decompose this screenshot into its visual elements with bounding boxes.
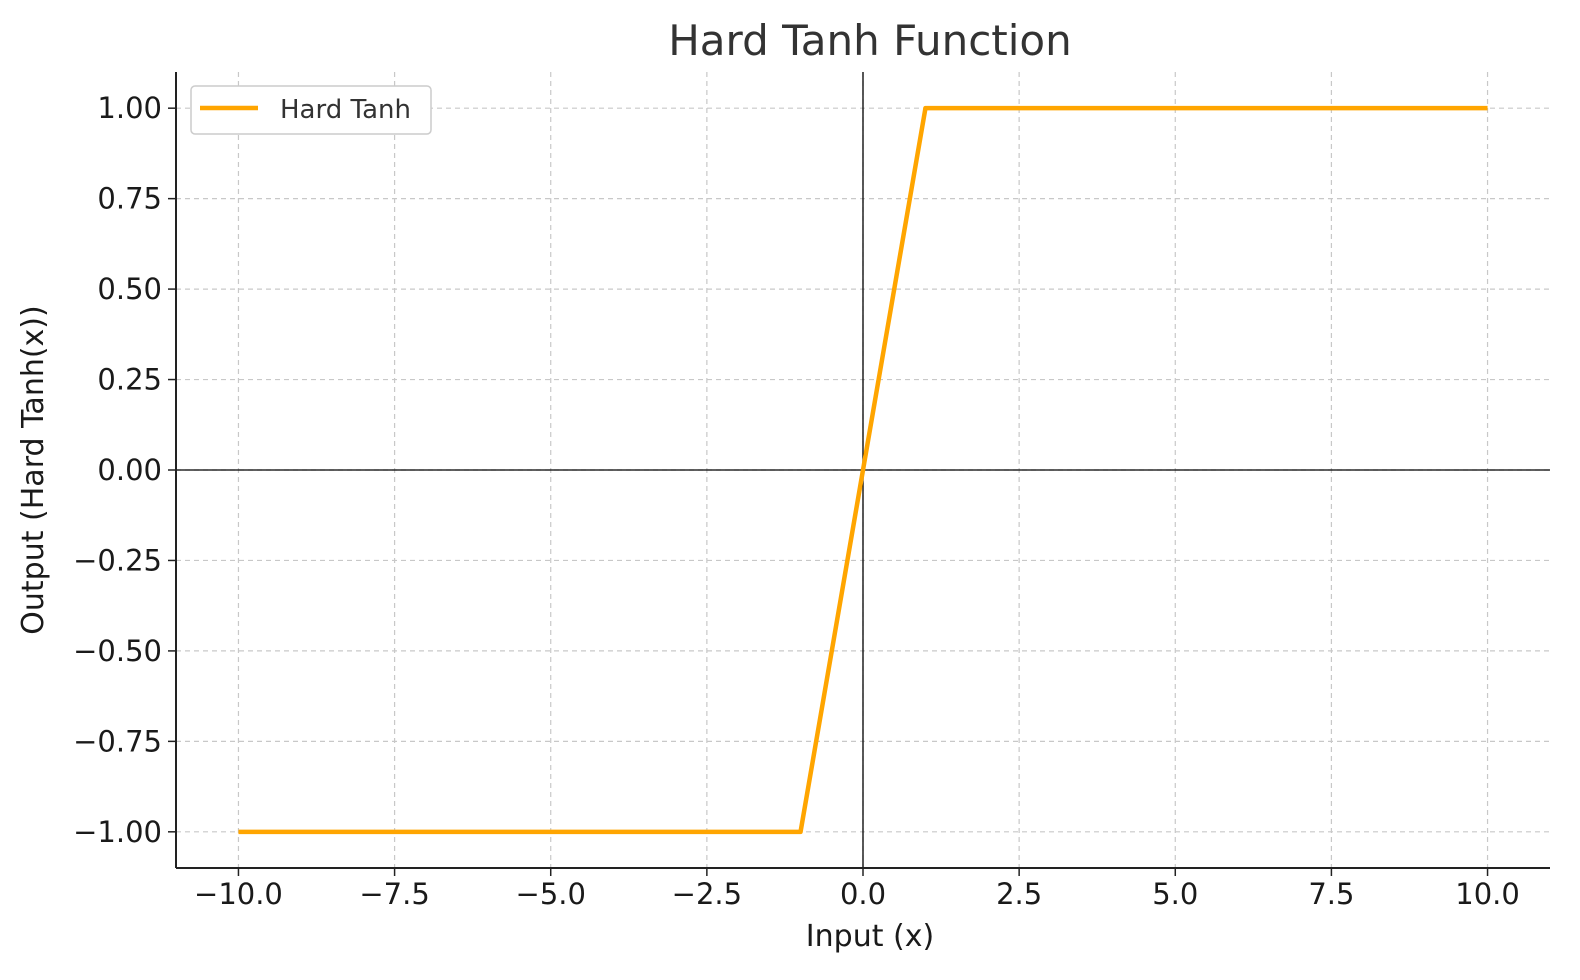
x-tick-label: 7.5 <box>1308 877 1354 911</box>
y-tick-label: 0.75 <box>97 182 162 216</box>
series <box>238 105 1488 835</box>
x-tick-label: −5.0 <box>516 877 586 911</box>
legend: Hard Tanh <box>190 85 432 135</box>
y-tick-label: −0.75 <box>73 724 162 758</box>
chart-title: Hard Tanh Function <box>668 16 1072 65</box>
x-tick-label: 5.0 <box>1152 877 1198 911</box>
x-tick-label: −10.0 <box>194 877 283 911</box>
y-tick-label: 0.25 <box>97 363 162 397</box>
y-tick-label: 1.00 <box>97 91 162 125</box>
y-tick-label: 0.50 <box>97 272 162 306</box>
x-tick-label: −2.5 <box>672 877 742 911</box>
x-axis-label: Input (x) <box>806 919 934 954</box>
x-tick-label: 2.5 <box>996 877 1042 911</box>
axes <box>168 72 1550 876</box>
series-line-hard-tanh <box>238 105 1488 835</box>
y-tick-label: 0.00 <box>97 453 162 487</box>
legend-box <box>190 85 432 135</box>
y-tick-labels: 1.00 0.75 0.50 0.25 0.00 −0.25 −0.50 −0.75 −1.00 <box>73 91 162 849</box>
y-axis-label: Output (Hard Tanh(x)) <box>16 305 51 634</box>
y-tick-label: −0.50 <box>73 634 162 668</box>
legend-label: Hard Tanh <box>280 95 411 125</box>
y-tick-label: −0.25 <box>73 543 162 577</box>
x-tick-labels: −10.0 −7.5 −5.0 −2.5 0.0 2.5 5.0 7.5 10.0 <box>194 877 1520 911</box>
x-tick-label: 0.0 <box>840 877 886 911</box>
y-tick-label: −1.00 <box>73 815 162 849</box>
x-tick-label: −7.5 <box>359 877 429 911</box>
x-tick-label: 10.0 <box>1455 877 1520 911</box>
